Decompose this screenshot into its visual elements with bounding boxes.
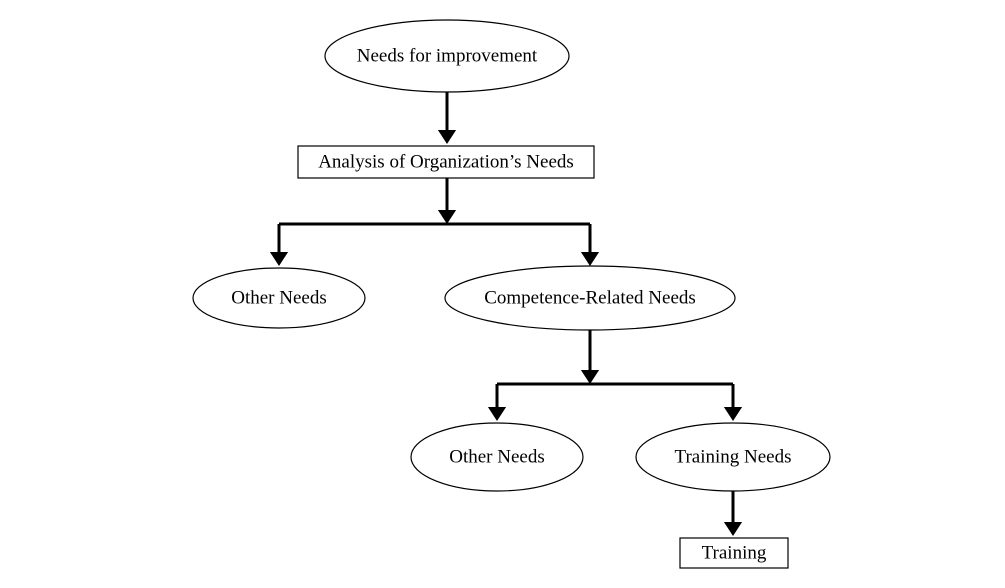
arrow — [488, 384, 506, 421]
flowchart-canvas: Needs for improvement Analysis of Organiz… — [0, 0, 1005, 588]
nodes-layer: Needs for improvement Analysis of Organiz… — [193, 20, 830, 568]
node-label: Training — [702, 542, 767, 563]
node-label: Needs for improvement — [357, 45, 538, 66]
arrow — [438, 92, 456, 144]
node-label: Competence-Related Needs — [484, 287, 696, 308]
arrow — [724, 491, 742, 536]
node-training: Training — [680, 538, 788, 568]
node-other1: Other Needs — [193, 268, 365, 328]
node-label: Analysis of Organization’s Needs — [318, 151, 574, 172]
arrow — [270, 224, 288, 266]
node-analysis: Analysis of Organization’s Needs — [298, 146, 594, 178]
node-other2: Other Needs — [411, 423, 583, 491]
node-training_needs: Training Needs — [636, 423, 830, 491]
node-competence: Competence-Related Needs — [445, 266, 735, 330]
arrow — [581, 224, 599, 266]
node-label: Other Needs — [231, 287, 327, 308]
node-label: Other Needs — [449, 446, 545, 467]
arrow — [581, 330, 599, 384]
node-label: Training Needs — [675, 446, 792, 467]
node-improvement: Needs for improvement — [325, 20, 569, 92]
arrow — [724, 384, 742, 421]
arrow — [438, 178, 456, 224]
